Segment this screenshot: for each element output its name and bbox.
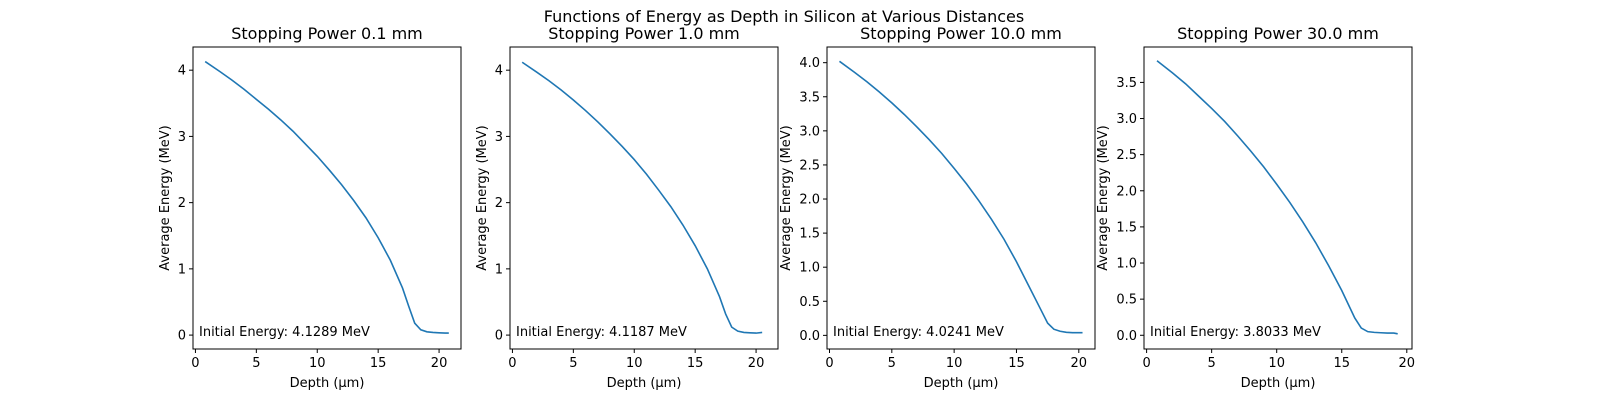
subplot-4-ticks: 0 5 10 15 20 0.0 0.5 1.0 1.5 2.0 2.5 3.0 3.5 xyxy=(1116,76,1415,371)
subplot-3: 0 5 10 15 20 0.0 0.5 1.0 1.5 2.0 2.5 3.0 3.5 4.0 Stop… xyxy=(779,24,1096,391)
subplot-1-xtick-label: 15 xyxy=(370,356,387,371)
subplot-1: 0 5 10 15 20 0 1 2 3 4 Stopping Power 0.1 mm Dept… xyxy=(158,24,462,391)
subplot-1-ytick-label: 1 xyxy=(178,262,186,277)
subplot-3-ytick-label: 0.5 xyxy=(799,295,820,310)
subplot-4-title: Stopping Power 30.0 mm xyxy=(1177,24,1379,43)
subplot-1-ytick-label: 0 xyxy=(178,329,186,344)
subplot-2-frame xyxy=(509,46,779,350)
subplot-1-line xyxy=(204,60,449,334)
subplot-3-ytick-label: 1.0 xyxy=(799,261,820,276)
subplot-3-ytick-label: 0.0 xyxy=(799,329,820,344)
subplot-3-xtick-label: 15 xyxy=(1008,356,1025,371)
subplot-1-ytick-label: 3 xyxy=(178,130,186,145)
subplot-2-xtick-label: 10 xyxy=(626,356,643,371)
subplot-1-xtick-label: 5 xyxy=(252,356,260,371)
subplot-1-xtick-label: 20 xyxy=(431,356,448,371)
subplot-2-xtick-label: 20 xyxy=(748,356,765,371)
subplot-4-ytick-label: 0.0 xyxy=(1116,329,1137,344)
subplot-2-xtick-label: 5 xyxy=(569,356,577,371)
subplot-4-annotation: Initial Energy: 3.8033 MeV xyxy=(1150,325,1321,340)
subplot-1-annotation: Initial Energy: 4.1289 MeV xyxy=(199,325,370,340)
subplot-2-annotation: Initial Energy: 4.1187 MeV xyxy=(516,325,687,340)
subplot-3-annotation: Initial Energy: 4.0241 MeV xyxy=(833,325,1004,340)
subplot-2-ytick-label: 0 xyxy=(495,329,503,344)
subplot-3-ytick-label: 4.0 xyxy=(799,56,820,71)
subplot-4-ytick-label: 2.5 xyxy=(1116,148,1137,163)
subplot-3-title: Stopping Power 10.0 mm xyxy=(860,24,1062,43)
subplot-2-ytick-label: 3 xyxy=(495,130,503,145)
subplot-3-xtick-label: 5 xyxy=(888,356,896,371)
subplot-2-ytick-label: 1 xyxy=(495,262,503,277)
subplot-3-ytick-label: 1.5 xyxy=(799,227,820,242)
subplot-4-xlabel: Depth (µm) xyxy=(1241,376,1316,391)
subplot-1-ytick-label: 4 xyxy=(178,64,186,79)
subplot-1-frame xyxy=(192,46,462,350)
subplot-4-xtick-label: 20 xyxy=(1399,356,1416,371)
subplot-1-ylabel: Average Energy (MeV) xyxy=(158,125,173,270)
subplot-3-ytick-label: 3.0 xyxy=(799,124,820,139)
subplot-4-ytick-label: 3.5 xyxy=(1116,76,1137,91)
subplot-4-ytick-label: 1.0 xyxy=(1116,257,1137,272)
subplot-2-ytick-label: 4 xyxy=(495,64,503,79)
subplot-4-xtick-label: 10 xyxy=(1268,356,1285,371)
subplot-3-line xyxy=(838,60,1083,334)
subplot-3-frame xyxy=(826,46,1096,350)
subplot-4-frame xyxy=(1143,46,1413,350)
subplot-2-xlabel: Depth (µm) xyxy=(607,376,682,391)
subplot-3-xtick-label: 0 xyxy=(825,356,833,371)
subplot-1-xlabel: Depth (µm) xyxy=(290,376,365,391)
subplot-3-ytick-label: 2.0 xyxy=(799,193,820,208)
subplot-3-ytick-label: 3.5 xyxy=(799,90,820,105)
subplot-4-ytick-label: 1.5 xyxy=(1116,220,1137,235)
subplot-4-ytick-label: 2.0 xyxy=(1116,184,1137,199)
subplot-4-xtick-label: 0 xyxy=(1142,356,1150,371)
subplot-2: 0 5 10 15 20 0 1 2 3 4 Stopping Power 1.0 mm Dept… xyxy=(475,24,779,391)
subplot-3-ylabel: Average Energy (MeV) xyxy=(779,125,794,270)
subplot-1-xtick-label: 10 xyxy=(309,356,326,371)
subplot-1-xtick-label: 0 xyxy=(191,356,199,371)
subplot-2-xtick-label: 0 xyxy=(508,356,516,371)
subplot-2-title: Stopping Power 1.0 mm xyxy=(548,24,740,43)
subplot-4-line xyxy=(1156,60,1398,335)
subplot-2-line xyxy=(521,61,763,334)
figure-suptitle: Functions of Energy as Depth in Silicon … xyxy=(544,7,1024,26)
subplot-4-ytick-label: 3.0 xyxy=(1116,112,1137,127)
subplot-3-xlabel: Depth (µm) xyxy=(924,376,999,391)
subplot-4-xtick-label: 5 xyxy=(1208,356,1216,371)
subplot-1-title: Stopping Power 0.1 mm xyxy=(231,24,423,43)
subplot-2-ylabel: Average Energy (MeV) xyxy=(475,125,490,270)
subplot-2-xtick-label: 15 xyxy=(687,356,704,371)
subplot-3-xtick-label: 20 xyxy=(1071,356,1088,371)
subplot-2-ytick-label: 2 xyxy=(495,196,503,211)
subplot-3-ticks: 0 5 10 15 20 0.0 0.5 1.0 1.5 2.0 2.5 3.0 3.5 4.0 xyxy=(799,56,1087,371)
subplot-3-xtick-label: 10 xyxy=(946,356,963,371)
subplot-4-ytick-label: 0.5 xyxy=(1116,293,1137,308)
subplot-1-ytick-label: 2 xyxy=(178,196,186,211)
subplot-4-xtick-label: 15 xyxy=(1333,356,1350,371)
subplot-4-ylabel: Average Energy (MeV) xyxy=(1096,125,1111,270)
subplot-2-ticks: 0 5 10 15 20 0 1 2 3 4 xyxy=(495,64,765,371)
subplot-3-ytick-label: 2.5 xyxy=(799,158,820,173)
subplot-1-ticks: 0 5 10 15 20 0 1 2 3 4 xyxy=(178,64,448,371)
subplot-4: 0 5 10 15 20 0.0 0.5 1.0 1.5 2.0 2.5 3.0 3.5 Stoppin… xyxy=(1096,24,1415,391)
